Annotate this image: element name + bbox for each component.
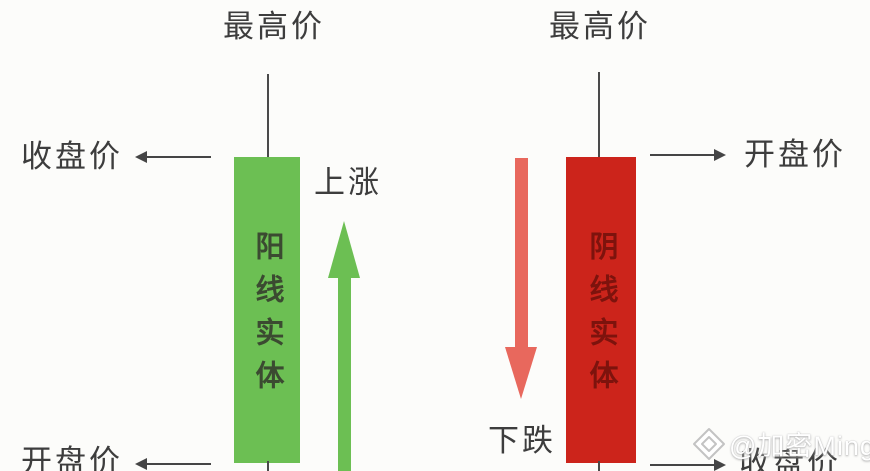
down-trend-arrow <box>505 158 538 399</box>
arrow-left-head <box>135 458 147 470</box>
left-close-arrow <box>135 151 211 163</box>
arrow-shaft <box>145 156 211 158</box>
arrow-shaft <box>650 464 716 466</box>
bearish-body-label: 阴线实体 <box>585 231 617 403</box>
bullish-candle-body: 阳线实体 <box>234 157 300 463</box>
down-arrow-head <box>505 347 537 399</box>
bearish-candle-body: 阴线实体 <box>566 157 636 463</box>
watermark: @加密Ming <box>692 424 870 463</box>
left-close-price-label: 收盘价 <box>21 139 123 174</box>
right-open-price-label: 开盘价 <box>744 137 846 172</box>
diamond-logo-icon <box>692 427 726 461</box>
left-open-arrow <box>135 458 211 470</box>
bullish-body-label: 阳线实体 <box>251 231 283 403</box>
up-trend-arrow <box>328 221 361 471</box>
left-open-price-label: 开盘价 <box>21 444 123 471</box>
arrow-left-head <box>135 151 147 163</box>
right-close-price-label: 收盘价 <box>739 446 841 471</box>
left-upper-wick <box>267 74 269 157</box>
fall-trend-label: 下跌 <box>488 423 556 458</box>
right-upper-wick <box>598 72 600 157</box>
left-lower-wick <box>267 461 269 471</box>
up-arrow-shaft <box>338 276 351 471</box>
arrow-shaft <box>650 154 716 156</box>
down-arrow-shaft <box>515 158 528 348</box>
right-high-price-label: 最高价 <box>549 9 651 44</box>
arrow-shaft <box>145 463 211 465</box>
arrow-right-head <box>714 149 726 161</box>
arrow-right-head <box>714 459 726 471</box>
up-arrow-head <box>328 221 360 278</box>
right-lower-wick <box>598 461 600 471</box>
rise-trend-label: 上涨 <box>314 165 382 200</box>
watermark-handle: @加密Ming <box>729 431 870 461</box>
right-close-arrow <box>650 459 726 471</box>
right-open-arrow <box>650 149 726 161</box>
left-high-price-label: 最高价 <box>223 9 325 44</box>
